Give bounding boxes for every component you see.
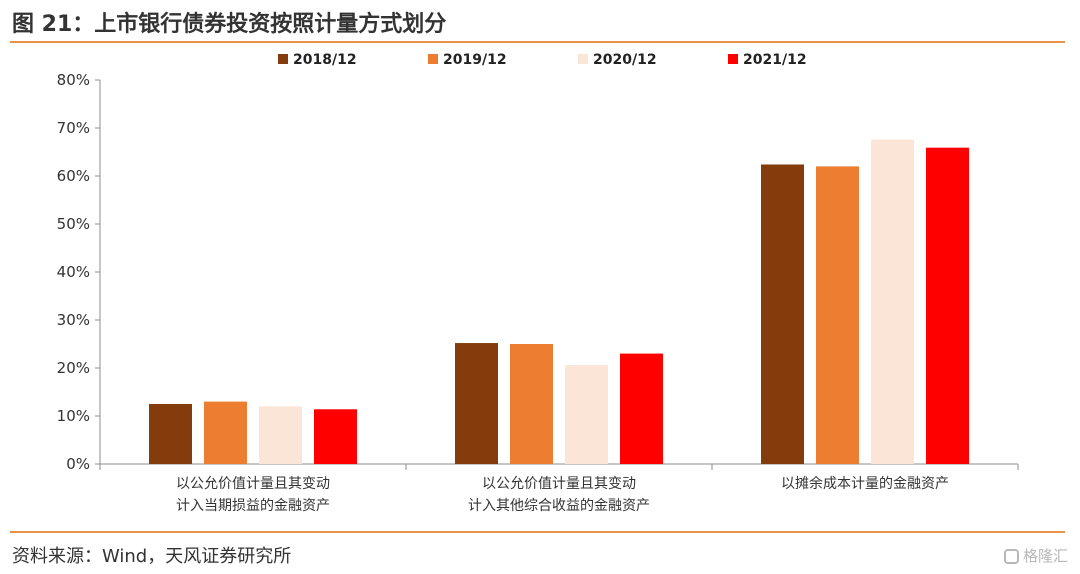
y-tick-label: 0% bbox=[66, 455, 90, 473]
bar bbox=[565, 365, 608, 464]
y-tick-label: 40% bbox=[57, 263, 90, 281]
bar-chart: 2018/12 2019/12 2020/12 2021/12 0% 10% 20% 30%… bbox=[57, 52, 1019, 514]
legend-swatch bbox=[428, 54, 438, 64]
watermark-text: 格隆汇 bbox=[1022, 547, 1068, 565]
chart-title: 图 21：上市银行债券投资按照计量方式划分 bbox=[12, 12, 447, 37]
legend-swatch bbox=[728, 54, 738, 64]
legend-swatch bbox=[578, 54, 588, 64]
bar bbox=[314, 409, 357, 464]
bar bbox=[510, 344, 553, 464]
x-category-label: 计入当期损益的金融资产 bbox=[176, 498, 330, 514]
x-category-label: 计入其他综合收益的金融资产 bbox=[468, 498, 650, 514]
bars bbox=[149, 139, 969, 464]
bar bbox=[871, 139, 914, 464]
y-tick-label: 30% bbox=[57, 311, 90, 329]
legend-label: 2019/12 bbox=[443, 52, 507, 68]
y-tick-label: 70% bbox=[57, 119, 90, 137]
watermark: 格隆汇 bbox=[1003, 545, 1068, 566]
y-tick-label: 10% bbox=[57, 407, 90, 425]
bar bbox=[259, 406, 302, 464]
legend-label: 2021/12 bbox=[743, 52, 807, 68]
source-note: 资料来源：Wind，天风证券研究所 bbox=[12, 546, 292, 567]
x-category-label: 以摊余成本计量的金融资产 bbox=[781, 475, 949, 492]
bar bbox=[816, 166, 859, 464]
y-axis: 0% 10% 20% 30% 40% 50% 60% 70% 80% bbox=[57, 71, 101, 473]
y-tick-label: 80% bbox=[57, 71, 90, 89]
bar bbox=[204, 401, 247, 464]
bar bbox=[620, 353, 663, 464]
bar bbox=[926, 147, 969, 464]
legend: 2018/12 2019/12 2020/12 2021/12 bbox=[278, 52, 807, 68]
y-tick-label: 50% bbox=[57, 215, 90, 233]
title-divider bbox=[10, 41, 1065, 43]
x-category-label: 以公允价值计量且其变动 bbox=[176, 476, 330, 492]
footer-divider bbox=[10, 531, 1065, 533]
bar bbox=[149, 404, 192, 464]
legend-swatch bbox=[278, 54, 288, 64]
bar bbox=[455, 343, 498, 464]
x-axis: 以公允价值计量且其变动计入当期损益的金融资产以公允价值计量且其变动计入其他综合收… bbox=[99, 463, 1019, 514]
y-tick-label: 60% bbox=[57, 167, 90, 185]
legend-label: 2020/12 bbox=[593, 52, 657, 68]
y-tick-label: 20% bbox=[57, 359, 90, 377]
watermark-logo-icon bbox=[1003, 549, 1019, 564]
x-category-label: 以公允价值计量且其变动 bbox=[482, 476, 636, 492]
bar bbox=[761, 164, 804, 464]
legend-label: 2018/12 bbox=[293, 52, 357, 68]
